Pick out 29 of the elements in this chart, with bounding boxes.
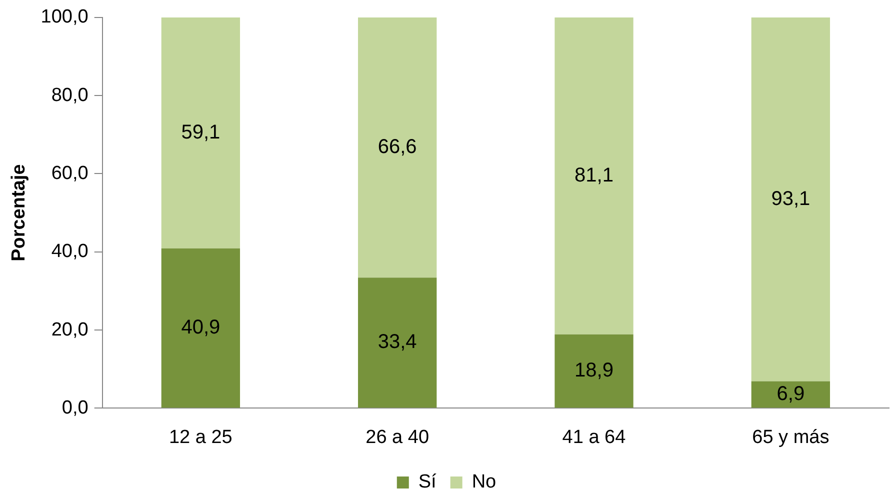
x-tick-label: 41 a 64 [562,426,626,448]
legend-label: Sí [418,472,438,493]
bar [161,248,240,408]
bar [751,17,830,382]
y-tick-label: 40,0 [51,241,88,262]
data-label: 81,1 [574,164,614,186]
data-label: 40,9 [181,316,220,339]
y-axis-title: Porcentaje [8,164,30,262]
data-label: 93,1 [771,188,810,210]
bar [161,17,240,248]
legend-label: No [472,472,496,493]
y-tick-label: 100,0 [40,6,88,28]
y-tick-label: 60,0 [51,162,88,184]
data-label: 59,1 [181,121,220,144]
y-tick-label: 80,0 [51,84,88,106]
x-tick-label: 65 y más [752,426,830,448]
bar [751,381,830,408]
bar [554,334,634,408]
x-tick-label: 12 a 25 [168,426,232,448]
y-tick-label: 0,0 [62,397,88,418]
x-tick-label: 26 a 40 [366,426,430,448]
data-label: 6,9 [776,382,805,405]
bar [358,278,437,408]
y-tick-label: 20,0 [51,319,88,340]
data-label: 18,9 [574,360,614,382]
data-label: 33,4 [378,331,417,354]
bar [358,17,437,278]
data-label: 66,6 [378,136,417,158]
bar [554,17,634,334]
